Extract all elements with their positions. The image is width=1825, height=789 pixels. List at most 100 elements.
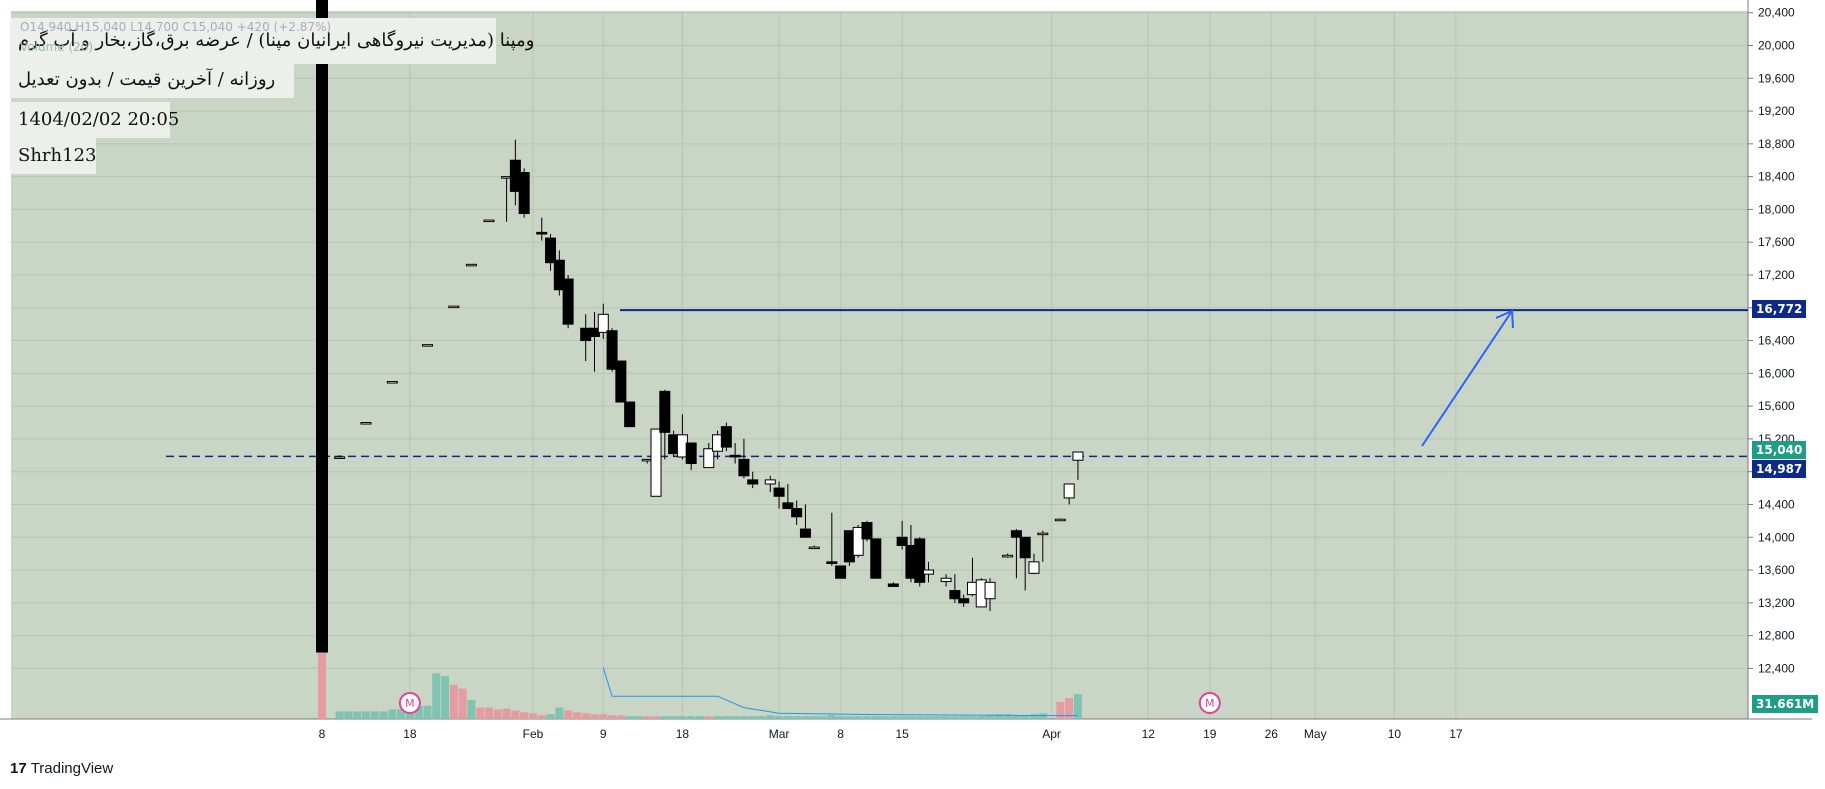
tradingview-logo[interactable]: 17 TradingView — [10, 760, 113, 777]
volume-bar — [748, 716, 757, 719]
price-tick-label: 18,000 — [1758, 202, 1795, 216]
volume-bar — [476, 707, 485, 719]
volume-bar — [695, 716, 704, 719]
volume-bar — [379, 711, 388, 719]
volume-bar — [898, 716, 907, 719]
price-tick-label: 20,400 — [1758, 6, 1795, 20]
projection-arrow-shaft — [1421, 310, 1513, 447]
author-box: Shrh123 — [10, 138, 96, 174]
plot-area[interactable] — [11, 11, 1748, 719]
candle-body — [624, 401, 636, 428]
time-tick-label: Mar — [769, 727, 790, 741]
volume-bar — [652, 716, 661, 719]
volume-bar — [924, 716, 933, 719]
candle-body — [870, 538, 882, 579]
volume-bar — [572, 712, 581, 719]
volume-bar — [845, 716, 854, 719]
candle-body — [536, 231, 548, 235]
earnings-marker-icon — [398, 692, 421, 714]
volume-bar — [669, 716, 678, 719]
earnings-marker-label: M — [405, 697, 415, 710]
volume-bar — [1056, 701, 1065, 719]
candle-body — [923, 569, 935, 575]
candle-body — [703, 448, 715, 469]
dashed-price-text: 14,987 — [1756, 462, 1803, 476]
volume-bar — [819, 716, 828, 719]
volume-bar — [986, 715, 995, 719]
volume-bar — [792, 716, 801, 719]
volume-bar — [775, 716, 784, 719]
volume-bar — [388, 709, 397, 719]
time-tick-label: 17 — [1449, 727, 1463, 741]
volume-bar — [528, 713, 537, 719]
candle-body — [1028, 561, 1040, 574]
candle-body — [448, 305, 460, 309]
last-price-label: 15,040 — [1752, 441, 1807, 459]
price-tick-label: 14,400 — [1758, 497, 1795, 511]
time-tick-label: 10 — [1388, 727, 1402, 741]
volume-bar — [511, 710, 520, 719]
candle-body — [887, 583, 899, 587]
earnings-marker-icon — [1198, 692, 1221, 714]
candle-body — [835, 565, 847, 579]
candle-body — [914, 538, 926, 583]
volume-bar — [722, 716, 731, 719]
price-axis-panel — [1748, 0, 1825, 750]
candle-body — [958, 598, 970, 604]
volume-bar — [335, 711, 344, 719]
volume-bar — [555, 707, 564, 719]
volume-bar — [687, 716, 696, 719]
candle-body — [615, 360, 627, 403]
volume-bar — [871, 716, 880, 719]
volume-bar — [783, 716, 792, 719]
volume-bar — [994, 714, 1003, 719]
candle-body — [553, 259, 565, 291]
candle-body — [940, 577, 952, 583]
volume-bar — [414, 705, 423, 719]
price-tick-label: 13,200 — [1758, 596, 1795, 610]
candle-body — [386, 381, 398, 384]
price-tick-label: 13,600 — [1758, 563, 1795, 577]
price-tick-label: 12,400 — [1758, 661, 1795, 675]
candle-body — [1054, 518, 1066, 522]
time-tick-label: 26 — [1265, 727, 1279, 741]
time-tick-label: 9 — [600, 727, 607, 741]
volume-value-text: 31.661M — [1756, 697, 1815, 711]
candle-body — [659, 390, 671, 433]
candle-body — [518, 172, 530, 215]
volume-bar — [810, 716, 819, 719]
volume-bar — [739, 716, 748, 719]
volume-bar — [634, 716, 643, 719]
time-axis-panel — [0, 719, 1825, 750]
volume-bar — [485, 707, 494, 719]
volume-bar — [836, 716, 845, 719]
volume-ma-line — [602, 667, 1078, 717]
volume-bar — [423, 705, 432, 719]
candle-body — [799, 528, 811, 538]
faded-ohlc: O14,940 H15,040 L14,700 C15,040 +420 (+2… — [20, 20, 331, 34]
volume-bar — [1038, 713, 1047, 719]
candle-body — [483, 219, 495, 223]
volume-bar — [537, 715, 546, 719]
volume-bar — [678, 716, 687, 719]
interval-line: روزانه / آخرین قیمت / بدون تعدیل — [18, 69, 276, 90]
price-tick-label: 17,600 — [1758, 235, 1795, 249]
volume-bar — [608, 715, 617, 719]
volume-bar — [643, 716, 652, 719]
price-tick-label: 16,000 — [1758, 366, 1795, 380]
author: Shrh123 — [18, 145, 97, 166]
volume-bar — [1065, 698, 1074, 719]
candle-body — [1010, 530, 1022, 538]
timestamp-box: 1404/02/02 20:05 — [10, 102, 179, 138]
dashed-price-label: 14,987 — [1752, 460, 1807, 478]
volume-bar — [731, 716, 740, 719]
candle-body — [685, 442, 697, 464]
price-tick-label: 19,600 — [1758, 71, 1795, 85]
volume-bar — [397, 709, 406, 719]
volume-bar — [1012, 715, 1021, 719]
candle-body — [720, 426, 732, 448]
symbol-title: ومپنا (مدیریت نیروگاهی ایرانیان مپنا) / … — [18, 30, 535, 51]
time-tick-label: 18 — [403, 727, 417, 741]
